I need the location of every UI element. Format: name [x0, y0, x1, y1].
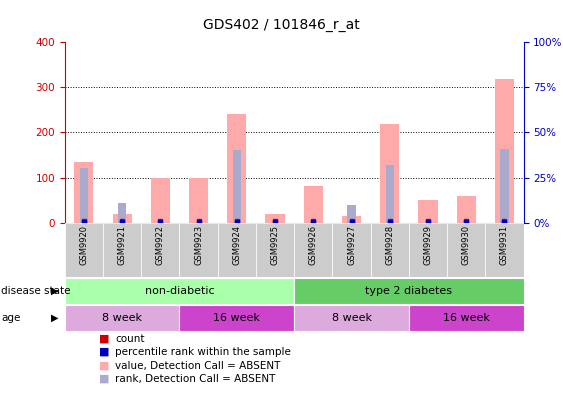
Bar: [294, 278, 524, 304]
Bar: [303, 186, 323, 223]
Text: GSM9922: GSM9922: [156, 225, 165, 265]
Bar: [457, 196, 476, 223]
Text: disease state: disease state: [1, 286, 70, 296]
Bar: [294, 305, 409, 331]
Bar: [380, 124, 399, 223]
Bar: [409, 305, 524, 331]
Bar: [65, 278, 294, 304]
Text: GDS402 / 101846_r_at: GDS402 / 101846_r_at: [203, 19, 360, 32]
Text: ▶: ▶: [51, 286, 58, 296]
Text: GSM9924: GSM9924: [233, 225, 242, 265]
Bar: [79, 168, 88, 223]
Bar: [189, 177, 208, 223]
Text: value, Detection Call = ABSENT: value, Detection Call = ABSENT: [115, 360, 281, 371]
Text: GSM9921: GSM9921: [118, 225, 127, 265]
Bar: [370, 223, 409, 277]
Bar: [418, 200, 437, 223]
Text: ■: ■: [99, 360, 109, 371]
Bar: [103, 223, 141, 277]
Text: GSM9927: GSM9927: [347, 225, 356, 265]
Text: ▶: ▶: [51, 313, 58, 323]
Bar: [218, 223, 256, 277]
Text: GSM9928: GSM9928: [385, 225, 394, 265]
Bar: [266, 213, 285, 223]
Text: type 2 diabetes: type 2 diabetes: [365, 286, 453, 296]
Text: 8 week: 8 week: [332, 313, 372, 323]
Text: GSM9931: GSM9931: [500, 225, 509, 265]
Bar: [256, 223, 294, 277]
Text: ■: ■: [99, 347, 109, 357]
Bar: [141, 223, 180, 277]
Bar: [233, 150, 241, 223]
Bar: [65, 305, 180, 331]
Text: GSM9920: GSM9920: [79, 225, 88, 265]
Bar: [294, 223, 332, 277]
Text: ■: ■: [99, 333, 109, 344]
Text: GSM9926: GSM9926: [309, 225, 318, 265]
Bar: [151, 177, 170, 223]
Bar: [74, 162, 93, 223]
Bar: [180, 305, 294, 331]
Text: 16 week: 16 week: [213, 313, 260, 323]
Bar: [180, 223, 218, 277]
Text: 16 week: 16 week: [443, 313, 490, 323]
Text: percentile rank within the sample: percentile rank within the sample: [115, 347, 291, 357]
Bar: [386, 165, 394, 223]
Bar: [501, 148, 509, 223]
Bar: [118, 203, 126, 223]
Text: non-diabetic: non-diabetic: [145, 286, 215, 296]
Bar: [65, 223, 103, 277]
Text: GSM9923: GSM9923: [194, 225, 203, 265]
Text: GSM9925: GSM9925: [271, 225, 280, 265]
Text: 8 week: 8 week: [102, 313, 142, 323]
Bar: [332, 223, 370, 277]
Bar: [495, 79, 514, 223]
Bar: [113, 213, 132, 223]
Bar: [227, 114, 247, 223]
Bar: [409, 223, 447, 277]
Bar: [447, 223, 485, 277]
Text: ■: ■: [99, 374, 109, 384]
Bar: [485, 223, 524, 277]
Text: count: count: [115, 333, 145, 344]
Text: age: age: [1, 313, 20, 323]
Text: GSM9930: GSM9930: [462, 225, 471, 265]
Bar: [342, 216, 361, 223]
Bar: [347, 204, 356, 223]
Text: GSM9929: GSM9929: [423, 225, 432, 265]
Text: rank, Detection Call = ABSENT: rank, Detection Call = ABSENT: [115, 374, 276, 384]
